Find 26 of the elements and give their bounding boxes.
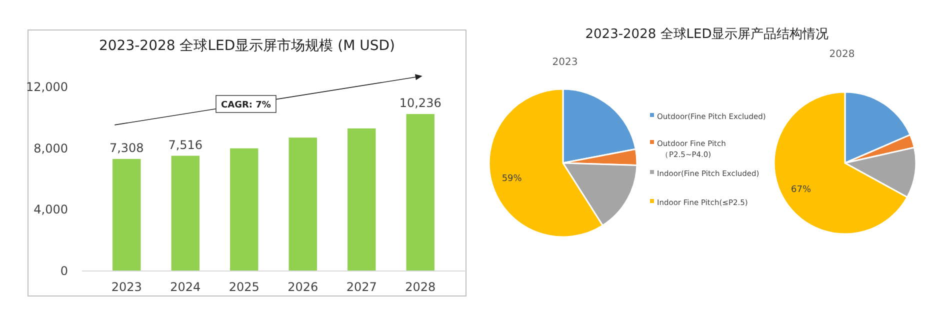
data-label: 67%: [790, 185, 812, 196]
x-tick-label: 2024: [170, 280, 201, 294]
bar: [230, 148, 258, 271]
chart-subtitle: 2023: [552, 57, 578, 68]
x-tick-label: 2026: [288, 280, 318, 294]
y-tick-label: 8,000: [34, 141, 68, 156]
chart-title: 2023-2028 全球LED显示屏市场规模 (M USD): [98, 38, 396, 54]
bar: [288, 138, 317, 271]
y-tick-label: 4,000: [34, 202, 68, 217]
data-label: 7,516: [168, 138, 203, 152]
y-tick-label: 0: [60, 264, 68, 278]
x-tick-label: 2025: [228, 280, 260, 294]
chart-title: 2028: [829, 49, 855, 60]
data-label: 59%: [502, 174, 522, 184]
bar: [348, 128, 376, 271]
bar: [406, 114, 434, 271]
chart-title: 2023-2028 全球LED显示屏产品结构情况: [585, 27, 829, 42]
x-tick-label: 2027: [346, 280, 377, 294]
x-tick-label: 2023: [111, 280, 142, 294]
y-tick-label: 12,000: [26, 80, 68, 94]
data-label: 7,308: [109, 140, 144, 155]
data-label: 10,236: [399, 96, 442, 110]
bar: [171, 156, 200, 271]
annotation: CAGR: 7%: [221, 100, 271, 110]
x-tick-label: 2028: [405, 280, 436, 294]
bar: [112, 158, 141, 271]
